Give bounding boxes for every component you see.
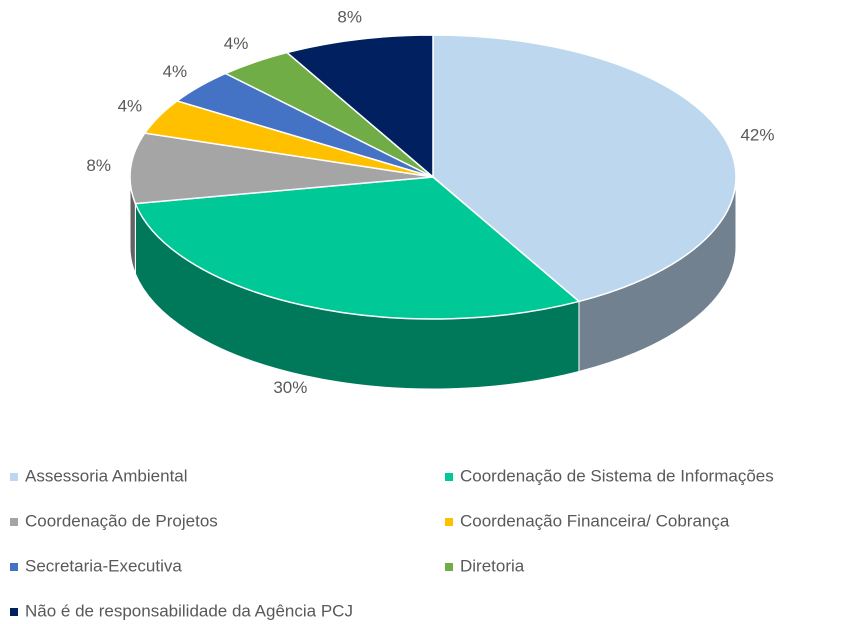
- legend-label: Assessoria Ambiental: [25, 466, 188, 485]
- legend-swatch: [10, 473, 18, 481]
- slice: [432, 34, 737, 303]
- legend-label: Secretaria-Executiva: [25, 556, 182, 575]
- data-label: 30%: [273, 378, 307, 397]
- slice: [285, 34, 434, 179]
- legend-swatch: [445, 518, 453, 526]
- legend-label: Coordenação de Projetos: [25, 511, 218, 530]
- data-label: 4%: [224, 34, 249, 53]
- legend-swatch: [10, 518, 18, 526]
- slice: [129, 132, 434, 205]
- legend-label: Coordenação Financeira/ Cobrança: [460, 511, 730, 530]
- legend-swatch: [445, 473, 453, 481]
- legend-swatch: [10, 608, 18, 616]
- data-label: 4%: [118, 97, 143, 116]
- data-label: 4%: [163, 62, 188, 81]
- data-label: 8%: [337, 8, 362, 27]
- data-label: 42%: [740, 126, 774, 145]
- data-label: 8%: [86, 156, 111, 175]
- legend-label: Coordenação de Sistema de Informações: [460, 466, 774, 485]
- legend-label: Não é de responsabilidade da Agência PCJ: [25, 601, 353, 620]
- legend-swatch: [10, 563, 18, 571]
- legend-label: Diretoria: [460, 556, 525, 575]
- legend-swatch: [445, 563, 453, 571]
- slice: [134, 176, 581, 320]
